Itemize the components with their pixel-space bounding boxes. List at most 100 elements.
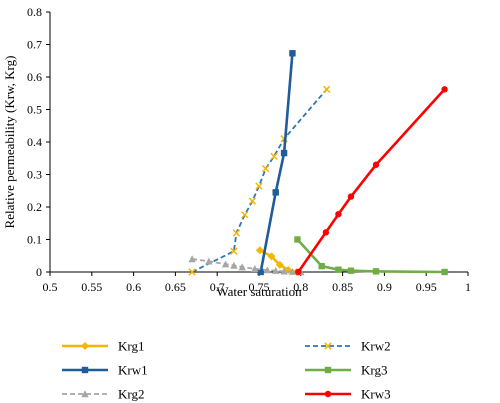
- legend-label: Krg2: [118, 387, 144, 402]
- y-tick-label: 0.2: [27, 200, 42, 214]
- data-point-krg2: [272, 267, 280, 274]
- data-point-krw2: [270, 152, 278, 161]
- legend-label: Krw3: [361, 387, 391, 402]
- x-tick-label: 0.95: [416, 280, 437, 294]
- series-line-krw3: [297, 88, 446, 273]
- series-line-krg3: [296, 238, 445, 274]
- series-krw1: [257, 50, 296, 276]
- data-point-krw1: [272, 189, 279, 196]
- y-tick-label: 0.3: [27, 168, 42, 182]
- series-line-krw1: [259, 53, 294, 273]
- data-point-krg2: [263, 266, 272, 274]
- data-point-krg2: [251, 265, 259, 272]
- y-axis-title: Relative permeability (Krw, Krg): [2, 56, 17, 229]
- series-line-krw2: [191, 88, 328, 273]
- series-krg3: [294, 236, 448, 276]
- data-point-krw2: [322, 85, 331, 94]
- legend-label: Krw2: [361, 339, 391, 354]
- data-point-krg3: [347, 267, 355, 274]
- data-point-krg3: [441, 268, 448, 276]
- legend: Krg1 Krw2 Krw1 Krg3 Krg2 Krw3: [62, 339, 391, 402]
- data-point-krg3: [335, 266, 342, 273]
- marker-stroke: [241, 211, 249, 219]
- x-tick-label: 0.7: [210, 280, 225, 294]
- data-point-krg1: [275, 260, 284, 269]
- marker-stroke: [232, 229, 241, 237]
- data-point-krw3: [372, 161, 380, 168]
- legend-swatch-marker: [324, 390, 332, 398]
- series-krg1: [255, 246, 301, 276]
- x-tick-label: 1: [465, 280, 471, 294]
- marker-stroke: [248, 197, 257, 205]
- data-point-krw1: [280, 149, 288, 157]
- legend-item-krw1: Krw1: [62, 363, 148, 378]
- data-point-krg3: [294, 236, 301, 243]
- data-point-krg2: [280, 267, 288, 275]
- legend-swatch-marker: [324, 342, 332, 350]
- data-point-krw3: [441, 86, 448, 93]
- axes: 0.5 0.55 0.6 0.65 0.7 0.75 0.8 0.85 0.9 0.95 1 0 0.1…: [27, 5, 471, 294]
- x-tick-label: 0.85: [332, 280, 353, 294]
- data-point-krg3: [318, 262, 325, 270]
- data-point-krw1: [257, 268, 264, 276]
- data-point-krg2: [230, 261, 238, 269]
- legend-item-krw3: Krw3: [305, 387, 391, 402]
- y-tick-label: 0.4: [27, 135, 42, 149]
- y-tick-label: 0.6: [27, 70, 42, 84]
- x-tick-label: 0.8: [293, 280, 308, 294]
- legend-item-krg1: Krg1: [62, 339, 144, 354]
- data-point-krw2: [255, 182, 263, 190]
- marker-stroke: [255, 182, 263, 190]
- data-point-krg2: [188, 255, 196, 263]
- data-point-krw2: [241, 211, 249, 219]
- legend-swatch-marker: [81, 342, 89, 350]
- legend-item-krg3: Krg3: [305, 363, 387, 378]
- legend-swatch-marker: [324, 366, 332, 374]
- data-point-krg2: [238, 263, 246, 271]
- x-tick-label: 0.75: [249, 280, 270, 294]
- data-point-krg2: [221, 260, 230, 268]
- marker-stroke: [270, 152, 278, 161]
- data-point-krw3: [322, 229, 330, 236]
- x-tick-label: 0.65: [165, 280, 186, 294]
- legend-item-krw2: Krw2: [305, 339, 391, 354]
- data-point-krw3: [335, 210, 342, 218]
- y-tick-label: 0.1: [27, 233, 42, 247]
- data-point-krg2: [288, 267, 297, 275]
- marker-stroke: [188, 268, 196, 276]
- x-tick-label: 0.6: [126, 280, 141, 294]
- series-layer: [188, 50, 448, 276]
- legend-item-krg2: Krg2: [62, 387, 144, 402]
- y-tick-label: 0.7: [27, 38, 42, 52]
- data-point-krg3: [372, 268, 380, 275]
- data-point-krw2: [232, 229, 241, 237]
- series-line-krg2: [191, 258, 301, 273]
- data-point-krw3: [347, 193, 355, 200]
- legend-label: Krw1: [118, 363, 148, 378]
- marker-stroke: [322, 85, 331, 94]
- x-axis-title: Water saturation: [216, 284, 302, 299]
- x-tick-label: 0.55: [81, 280, 102, 294]
- marker-stroke: [261, 164, 270, 173]
- data-point-krw2: [248, 197, 257, 205]
- series-krw2: [188, 85, 331, 276]
- x-tick-label: 0.9: [377, 280, 392, 294]
- y-tick-label: 0: [36, 265, 42, 279]
- legend-label: Krg3: [361, 363, 387, 378]
- legend-swatch-marker: [81, 366, 89, 374]
- marker-stroke: [230, 247, 238, 255]
- x-tick-label: 0.5: [43, 280, 58, 294]
- y-tick-label: 0.5: [27, 103, 42, 117]
- data-point-krw3: [295, 268, 302, 276]
- y-tick-label: 0.8: [27, 5, 42, 19]
- data-point-krg1: [255, 246, 264, 255]
- legend-label: Krg1: [118, 339, 144, 354]
- data-point-krg2: [205, 257, 213, 265]
- marker-stroke: [324, 342, 332, 350]
- data-point-krw2: [188, 268, 196, 276]
- series-krg2: [188, 255, 305, 276]
- data-point-krw2: [261, 164, 270, 173]
- data-point-krw2: [230, 247, 238, 255]
- data-point-krg1: [267, 252, 276, 261]
- series-krw3: [295, 86, 448, 276]
